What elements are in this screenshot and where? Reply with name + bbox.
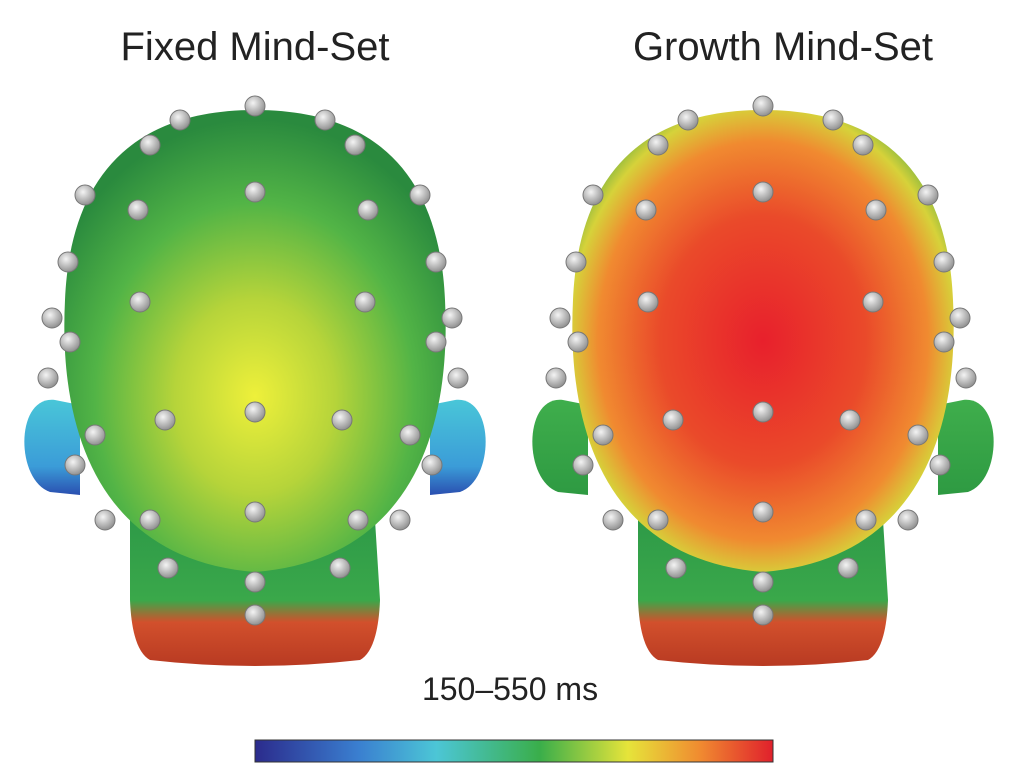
ear	[938, 399, 994, 495]
electrode	[244, 501, 266, 523]
head-map	[532, 95, 994, 666]
electrode	[862, 291, 884, 313]
electrode	[347, 509, 369, 531]
electrode	[752, 401, 774, 423]
electrode	[917, 184, 939, 206]
electrode	[567, 331, 589, 353]
electrode	[949, 307, 971, 329]
electrode	[244, 401, 266, 423]
electrode	[933, 251, 955, 273]
electrode	[447, 367, 469, 389]
electrode	[647, 134, 669, 156]
electrode	[592, 424, 614, 446]
electrode	[357, 199, 379, 221]
electrode	[425, 331, 447, 353]
electrode	[127, 199, 149, 221]
electrode	[421, 454, 443, 476]
electrode	[929, 454, 951, 476]
ear	[24, 399, 80, 495]
electrode	[549, 307, 571, 329]
electrode	[837, 557, 859, 579]
electrode	[409, 184, 431, 206]
electrode	[425, 251, 447, 273]
ear	[532, 399, 588, 495]
electrode	[752, 181, 774, 203]
electrode	[955, 367, 977, 389]
electrode	[74, 184, 96, 206]
electrode	[84, 424, 106, 446]
ear	[430, 399, 486, 495]
electrode	[662, 409, 684, 431]
electrode	[399, 424, 421, 446]
electrode	[59, 331, 81, 353]
electrode	[139, 509, 161, 531]
colorbar-label: 150–550 ms	[422, 671, 598, 707]
panel-title: Fixed Mind-Set	[121, 25, 390, 69]
electrode	[752, 501, 774, 523]
panel-title: Growth Mind-Set	[633, 25, 933, 69]
electrode	[441, 307, 463, 329]
electrode	[169, 109, 191, 131]
electrode	[331, 409, 353, 431]
electrode	[244, 604, 266, 626]
electrode	[933, 331, 955, 353]
electrode	[677, 109, 699, 131]
electrode	[41, 307, 63, 329]
electrode	[244, 571, 266, 593]
scalp	[572, 110, 954, 572]
electrode	[94, 509, 116, 531]
colorbar	[254, 739, 774, 763]
electrode	[129, 291, 151, 313]
electrode	[314, 109, 336, 131]
electrode	[37, 367, 59, 389]
head-map	[24, 95, 486, 666]
electrode	[57, 251, 79, 273]
electrode	[852, 134, 874, 156]
electrode	[752, 95, 774, 117]
electrode	[344, 134, 366, 156]
electrode	[354, 291, 376, 313]
electrode	[64, 454, 86, 476]
scalp	[64, 110, 446, 572]
electrode	[752, 571, 774, 593]
electrode	[865, 199, 887, 221]
electrode	[157, 557, 179, 579]
electrode	[545, 367, 567, 389]
electrode	[907, 424, 929, 446]
electrode	[572, 454, 594, 476]
electrode	[855, 509, 877, 531]
electrode	[822, 109, 844, 131]
electrode	[244, 95, 266, 117]
electrode	[389, 509, 411, 531]
electrode	[329, 557, 351, 579]
electrode	[139, 134, 161, 156]
electrode	[582, 184, 604, 206]
electrode	[244, 181, 266, 203]
electrode	[602, 509, 624, 531]
electrode	[565, 251, 587, 273]
electrode	[752, 604, 774, 626]
electrode	[635, 199, 657, 221]
electrode	[154, 409, 176, 431]
electrode	[897, 509, 919, 531]
electrode	[839, 409, 861, 431]
electrode	[647, 509, 669, 531]
electrode	[665, 557, 687, 579]
electrode	[637, 291, 659, 313]
